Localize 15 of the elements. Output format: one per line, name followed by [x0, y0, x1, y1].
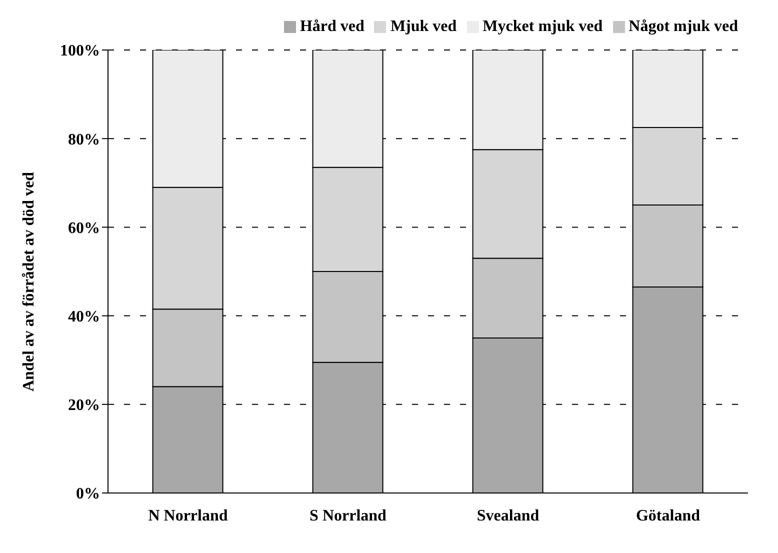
x-tick-label: Götaland: [636, 507, 700, 524]
legend-label: Mycket mjuk ved: [482, 18, 603, 35]
x-tick-label: S Norrland: [310, 507, 387, 524]
y-tick-label: 100%: [60, 42, 100, 60]
y-tick-label: 0%: [76, 486, 100, 503]
legend-label: Något mjuk ved: [628, 18, 738, 35]
y-tick-label: 60%: [68, 220, 100, 237]
y-tick-label: 40%: [68, 308, 100, 326]
y-tick-label: 80%: [68, 131, 100, 148]
y-axis-title: Andel av av förrådet av död ved: [20, 172, 38, 392]
x-tick-label: Svealand: [476, 507, 540, 524]
x-tick-label: N Norrland: [148, 507, 228, 524]
y-tick-label: 20%: [68, 397, 100, 414]
legend-label: Hård ved: [300, 18, 364, 35]
legend-label: Mjuk ved: [390, 18, 457, 35]
